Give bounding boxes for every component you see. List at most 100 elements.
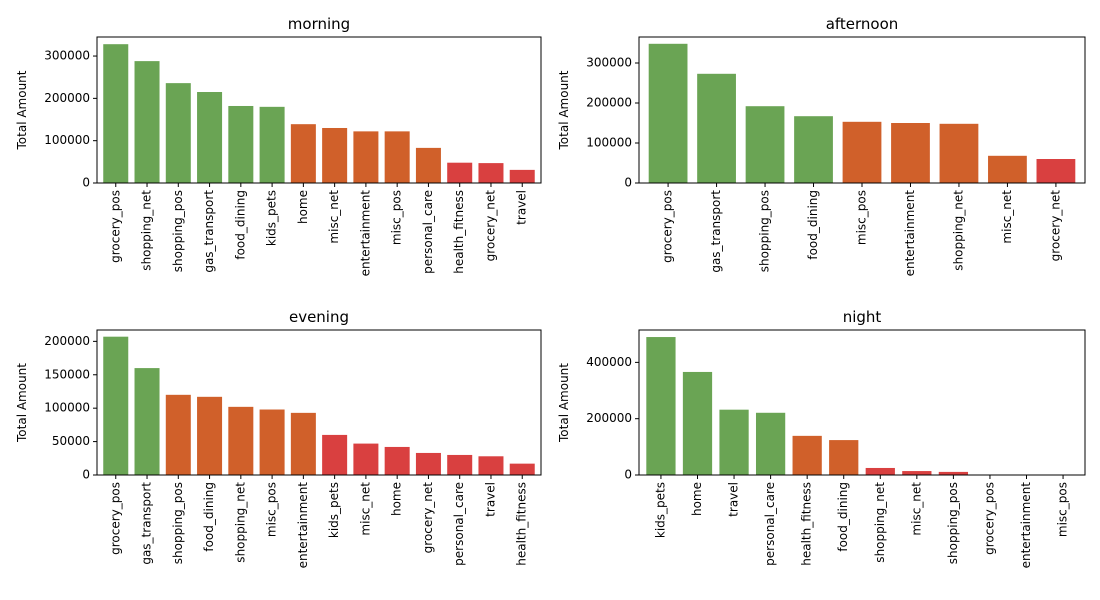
x-tick-label: home	[296, 190, 310, 224]
subplot-title: afternoon	[826, 15, 899, 33]
bar-shopping_net[interactable]	[228, 406, 254, 475]
bar-kids_pets[interactable]	[259, 106, 285, 183]
bar-shopping_net[interactable]	[865, 467, 895, 475]
bar-personal_care[interactable]	[755, 412, 786, 475]
bar-shopping_pos[interactable]	[165, 83, 191, 183]
bar-home[interactable]	[290, 124, 316, 183]
bar-gas_transport[interactable]	[134, 368, 160, 475]
subplots: grocery_pos shopping_net shopping_pos gas_t…	[15, 15, 1086, 568]
x-tick-label: gas_transport	[140, 482, 154, 565]
x-tick-label: shopping_net	[951, 190, 965, 271]
y-tick-label: 100000	[586, 136, 632, 150]
bar-home[interactable]	[384, 446, 410, 475]
bar-travel[interactable]	[478, 456, 504, 475]
bar-misc_net[interactable]	[902, 471, 932, 475]
bar-grocery_pos[interactable]	[103, 44, 129, 183]
bar-grocery_net[interactable]	[478, 163, 504, 183]
bar-shopping_net[interactable]	[939, 123, 979, 183]
x-tick-label: grocery_pos	[108, 190, 122, 263]
x-tick-label: grocery_net	[483, 190, 497, 262]
bar-kids_pets[interactable]	[646, 337, 676, 475]
bar-entertainment[interactable]	[290, 412, 316, 475]
x-tick-label: shopping_pos	[171, 190, 185, 272]
x-tick-label: kids_pets	[265, 190, 279, 246]
x-tick-label: home	[390, 482, 404, 516]
subplot-night: kids_pets home travel personal_care health_f…	[557, 308, 1086, 568]
x-tick-label: misc_pos	[855, 190, 869, 245]
bar-travel[interactable]	[719, 409, 749, 475]
bar-home[interactable]	[682, 371, 713, 475]
axes-frame	[96, 329, 542, 476]
bar-personal_care[interactable]	[447, 454, 473, 475]
subplot-morning: grocery_pos shopping_net shopping_pos gas_t…	[15, 15, 542, 276]
x-tick-label: grocery_pos	[108, 482, 122, 555]
subplot-afternoon: grocery_pos gas_transport shopping_pos food…	[557, 15, 1086, 276]
bar-shopping_pos[interactable]	[165, 394, 191, 475]
x-tick-label: kids_pets	[327, 482, 341, 538]
bar-entertainment[interactable]	[353, 131, 379, 183]
subplot-title: night	[843, 308, 882, 326]
axes-frame	[638, 329, 1086, 476]
x-tick-label: misc_net	[358, 482, 372, 536]
y-tick-label: 0	[624, 468, 632, 482]
bar-misc_pos[interactable]	[384, 131, 410, 183]
bar-health_fitness[interactable]	[792, 435, 822, 475]
bar-grocery_net[interactable]	[1036, 159, 1076, 183]
bar-kids_pets[interactable]	[322, 434, 348, 475]
bar-shopping_net[interactable]	[134, 61, 160, 184]
x-tick-label: travel	[727, 482, 741, 517]
bar-personal_care[interactable]	[415, 147, 441, 183]
y-tick-label: 0	[82, 176, 90, 190]
y-tick-label: 100000	[44, 133, 90, 147]
x-tick-label: home	[690, 482, 704, 516]
y-tick-label: 100000	[44, 401, 90, 415]
bar-grocery_pos[interactable]	[648, 43, 688, 183]
bar-gas_transport[interactable]	[197, 92, 223, 183]
y-tick-label: 200000	[586, 96, 632, 110]
x-tick-label: health_fitness	[515, 482, 529, 566]
x-tick-label: kids_pets	[653, 482, 667, 538]
x-tick-label: misc_net	[327, 190, 341, 244]
bar-grocery_pos[interactable]	[103, 336, 129, 475]
bar-food_dining[interactable]	[197, 396, 223, 475]
x-tick-label: health_fitness	[800, 482, 814, 566]
bar-shopping_pos[interactable]	[745, 106, 785, 183]
y-tick-label: 50000	[52, 434, 90, 448]
x-tick-label: shopping_pos	[946, 482, 960, 564]
bar-grocery_net[interactable]	[415, 452, 441, 475]
y-axis-label: Total Amount	[15, 70, 29, 150]
bar-misc_net[interactable]	[353, 443, 379, 475]
axes-frame	[96, 36, 542, 184]
bar-misc_pos[interactable]	[842, 121, 882, 183]
x-tick-label: personal_care	[421, 190, 435, 274]
subplot-title: morning	[288, 15, 350, 33]
y-tick-label: 300000	[44, 49, 90, 63]
x-tick-label: travel	[515, 190, 529, 225]
x-tick-label: misc_net	[1000, 190, 1014, 244]
x-tick-label: gas_transport	[202, 190, 216, 273]
bar-misc_net[interactable]	[322, 127, 348, 183]
x-tick-label: food_dining	[836, 482, 850, 552]
bar-misc_net[interactable]	[988, 155, 1027, 183]
y-tick-label: 150000	[44, 367, 90, 381]
bar-travel[interactable]	[509, 169, 535, 183]
bar-health_fitness[interactable]	[509, 463, 535, 475]
bar-food_dining[interactable]	[228, 105, 254, 183]
x-tick-label: grocery_net	[421, 482, 435, 554]
x-tick-label: grocery_net	[1048, 190, 1062, 262]
bar-misc_pos[interactable]	[259, 409, 285, 475]
x-tick-label: food_dining	[233, 190, 247, 260]
bar-food_dining[interactable]	[829, 440, 859, 475]
bar-gas_transport[interactable]	[697, 73, 736, 183]
x-tick-label: misc_pos	[1056, 482, 1070, 537]
bar-food_dining[interactable]	[794, 116, 833, 183]
y-axis-label: Total Amount	[15, 363, 29, 443]
bar-entertainment[interactable]	[891, 123, 930, 183]
y-tick-label: 0	[82, 468, 90, 482]
x-tick-label: shopping_net	[233, 482, 247, 563]
bar-shopping_pos[interactable]	[938, 471, 969, 475]
x-tick-label: grocery_pos	[661, 190, 675, 263]
bar-health_fitness[interactable]	[447, 162, 473, 183]
x-tick-label: shopping_net	[873, 482, 887, 563]
